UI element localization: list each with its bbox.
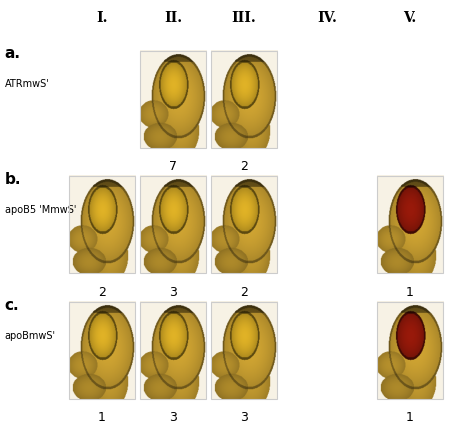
Text: 1: 1 (98, 411, 106, 424)
Text: ATRmwS': ATRmwS' (5, 79, 49, 90)
Bar (211, 302, 277, 399)
Bar (69, 302, 135, 399)
Text: a.: a. (5, 46, 21, 61)
Text: c.: c. (5, 298, 19, 313)
Bar (140, 176, 206, 273)
Text: 3: 3 (169, 286, 177, 299)
Bar (377, 302, 443, 399)
Bar (211, 176, 277, 273)
Text: I.: I. (96, 11, 108, 25)
Text: V.: V. (403, 11, 417, 25)
Text: b.: b. (5, 172, 21, 187)
Text: 2: 2 (240, 286, 248, 299)
Text: 2: 2 (98, 286, 106, 299)
Text: 2: 2 (240, 160, 248, 173)
Text: III.: III. (232, 11, 256, 25)
Text: 7: 7 (169, 160, 177, 173)
Bar (211, 51, 277, 148)
Bar (140, 302, 206, 399)
Text: 3: 3 (169, 411, 177, 424)
Text: apoB5 'MmwS': apoB5 'MmwS' (5, 205, 76, 215)
Bar (140, 51, 206, 148)
Text: 3: 3 (240, 411, 248, 424)
Text: 1: 1 (406, 286, 414, 299)
Text: IV.: IV. (317, 11, 337, 25)
Text: II.: II. (164, 11, 182, 25)
Text: apoBmwS': apoBmwS' (5, 331, 56, 341)
Bar (69, 176, 135, 273)
Bar (377, 176, 443, 273)
Text: 1: 1 (406, 411, 414, 424)
